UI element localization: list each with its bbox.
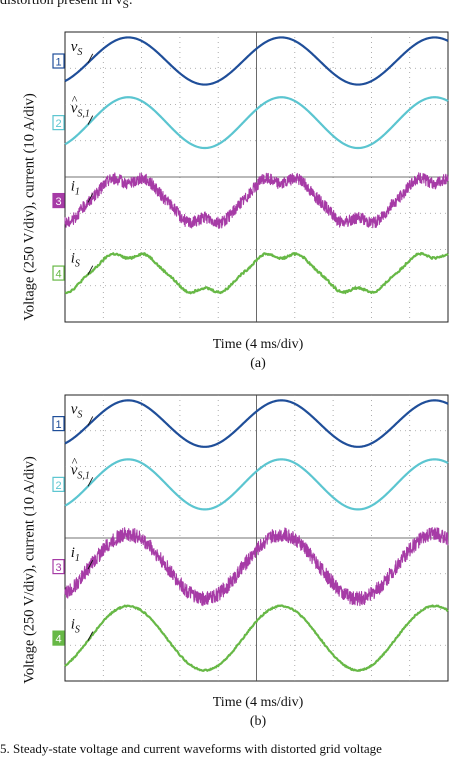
channel-marker-box (52, 630, 65, 646)
channel-marker-4: 4 (52, 630, 65, 646)
trace-label-subscript: 1 (75, 186, 80, 197)
x-axis-label: Time (4 ms/div) (212, 695, 304, 710)
channel-number: 1 (55, 57, 61, 69)
trace-label-subscript: S,1 (77, 109, 90, 120)
trace-ch1 (64, 399, 449, 448)
trace-ch4 (64, 604, 449, 672)
trace-label-subscript: S (77, 47, 82, 58)
hat-accent: ^ (72, 454, 78, 468)
trace-ch1 (64, 36, 449, 86)
channel-number: 2 (55, 480, 61, 492)
trace-ch2 (64, 458, 449, 511)
channel-marker-box (52, 53, 65, 69)
label-leader-line (87, 559, 94, 570)
label-leader-line (87, 265, 94, 275)
channel-number: 3 (55, 196, 61, 208)
trace-label-base: v (71, 101, 78, 117)
scope-panel-a: Voltage (250 V/div), current (10 A/div) … (0, 22, 474, 382)
caption-top-end: . (128, 0, 133, 8)
channel-marker-2: 2 (52, 476, 65, 492)
trace-label-base: v (71, 401, 78, 417)
trace-label-base: i (71, 251, 75, 267)
panel-label: (b) (249, 714, 267, 729)
label-leader-line (87, 631, 94, 641)
channel-marker-box (52, 115, 65, 131)
trace-label-subscript: S (75, 259, 80, 270)
trace-label-ch3: i1 (71, 178, 80, 197)
channel-marker-1: 1 (52, 53, 65, 69)
trace-label-base: v (71, 462, 78, 478)
channel-number: 3 (55, 562, 61, 574)
trace-label-ch4: iS (71, 251, 80, 270)
channel-number: 1 (55, 419, 61, 431)
channel-marker-1: 1 (52, 416, 65, 432)
channel-marker-box (52, 416, 65, 432)
label-leader-line (87, 53, 94, 64)
channel-marker-box (52, 476, 65, 492)
trace-label-ch1: vS (71, 401, 83, 420)
channel-marker-2: 2 (52, 115, 65, 131)
label-leader-line (87, 115, 94, 125)
trace-label-subscript: S,1 (77, 470, 90, 481)
trace-label-ch4: iS (71, 617, 80, 636)
trace-label-base: i (71, 545, 75, 561)
trace-label-base: i (71, 178, 75, 194)
label-leader-line (87, 477, 94, 487)
panel-label: (a) (250, 356, 266, 371)
channel-marker-3: 3 (52, 559, 65, 575)
trace-ch3 (64, 526, 449, 607)
channel-marker-3: 3 (52, 192, 65, 209)
trace-label-base: i (71, 617, 75, 633)
label-leader-line (87, 193, 94, 203)
trace-label-ch2: vS,1 (71, 101, 90, 120)
channel-marker-box (52, 192, 65, 209)
channel-number: 4 (55, 269, 61, 281)
trace-label-subscript: 1 (75, 553, 80, 564)
trace-ch4 (64, 251, 449, 295)
trace-label-base: v (71, 39, 78, 55)
caption-bottom: 5. Steady-state voltage and current wave… (0, 741, 382, 756)
trace-label-ch1: vS (71, 39, 83, 58)
trace-ch2 (64, 96, 449, 150)
trace-ch3 (64, 172, 449, 229)
label-leader-line (87, 416, 94, 426)
caption-top-subscript: S (122, 0, 129, 11)
channel-number: 4 (55, 634, 61, 646)
caption-top-text: distortion present in v (0, 0, 123, 8)
x-axis-label: Time (4 ms/div) (212, 337, 304, 352)
trace-label-ch2: vS,1 (71, 462, 90, 481)
hat-accent: ^ (72, 93, 78, 107)
channel-marker-box (52, 265, 65, 281)
trace-label-subscript: S (77, 409, 82, 420)
caption-top: distortion present in vS. (0, 0, 132, 11)
channel-marker-4: 4 (52, 265, 65, 281)
channel-number: 2 (55, 118, 61, 130)
trace-label-subscript: S (75, 625, 80, 636)
trace-label-ch3: i1 (71, 545, 80, 564)
channel-marker-box (52, 559, 65, 575)
scope-panel-b: Voltage (250 V/div), current (10 A/div) … (0, 385, 474, 737)
